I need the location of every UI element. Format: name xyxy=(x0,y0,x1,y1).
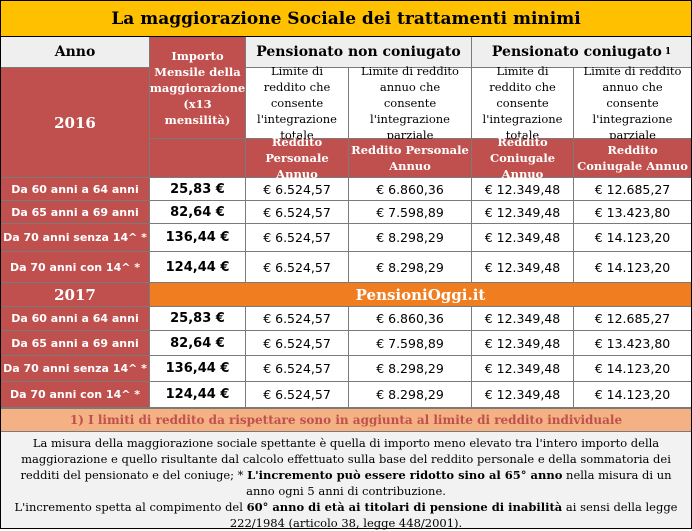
row-value: € 12.349,48 xyxy=(472,307,574,331)
notes-p1-bold: L'incremento può essere ridotto sino al … xyxy=(247,468,563,482)
row-importo: 136,44 € xyxy=(150,356,246,382)
notes-p2-bold: 60° anno di età ai titolari di pensione … xyxy=(246,500,563,514)
row-value: € 14.123,20 xyxy=(574,356,691,382)
notes-p1: La misura della maggiorazione sociale sp… xyxy=(20,436,671,482)
row-label: Da 70 anni con 14^ * xyxy=(1,382,150,408)
row-label: Da 60 anni a 64 anni xyxy=(1,178,150,201)
notes-block: La misura della maggiorazione sociale sp… xyxy=(1,432,691,530)
header-reddito-personale-2: Reddito Personale Annuo xyxy=(349,139,472,178)
header-reddito-coniugale-1: Reddito Coniugale Annuo xyxy=(472,135,574,181)
row-value: € 6.524,57 xyxy=(246,382,349,408)
header-importo-blank xyxy=(150,139,246,178)
row-value: € 7.598,89 xyxy=(349,201,472,224)
row-value: € 12.349,48 xyxy=(472,201,574,224)
row-value: € 13.423,80 xyxy=(574,331,691,356)
row-value: € 8.298,29 xyxy=(349,356,472,382)
row-label: Da 65 anni a 69 anni xyxy=(1,331,150,356)
header-coniugato-text: Pensionato coniugato xyxy=(491,44,662,60)
row-value: € 8.298,29 xyxy=(349,382,472,408)
row-value: € 8.298,29 xyxy=(349,224,472,252)
header-anno: Anno xyxy=(1,37,150,68)
header-limite-parziale-2: Limite di reddito annuo che consente l'i… xyxy=(574,64,691,142)
row-label: Da 60 anni a 64 anni xyxy=(1,307,150,331)
row-label: Da 70 anni senza 14^ * xyxy=(1,224,150,252)
row-value: € 12.685,27 xyxy=(574,307,691,331)
header-reddito-coniugale-2: Reddito Coniugale Annuo xyxy=(574,139,691,178)
header-importo: Importo Mensile della maggiorazione (x13… xyxy=(150,37,246,139)
row-value: € 8.298,29 xyxy=(349,252,472,283)
header-non-coniugato: Pensionato non coniugato xyxy=(246,37,472,68)
row-value: € 12.349,48 xyxy=(472,224,574,252)
row-value: € 12.685,27 xyxy=(574,178,691,201)
header-limite-parziale-1: Limite di reddito annuo che consente l'i… xyxy=(349,64,472,142)
row-value: € 12.349,48 xyxy=(472,356,574,382)
row-value: € 14.123,20 xyxy=(574,382,691,408)
row-value: € 6.524,57 xyxy=(246,356,349,382)
row-value: € 14.123,20 xyxy=(574,252,691,283)
header-reddito-personale-1: Reddito Personale Annuo xyxy=(246,135,349,181)
row-value: € 12.349,48 xyxy=(472,178,574,201)
row-value: € 6.524,57 xyxy=(246,252,349,283)
year-2016-label: 2016 xyxy=(1,68,150,178)
header-limite-totale-2: Limite di reddito che consente l'integra… xyxy=(472,64,574,142)
row-label: Da 70 anni senza 14^ * xyxy=(1,356,150,382)
row-importo: 124,44 € xyxy=(150,252,246,283)
year-2017-label: 2017 xyxy=(1,283,150,307)
header-coniugato-sup: 1 xyxy=(664,47,672,57)
notes-p1-tail: nella misura di un anno ogni 5 anni di c… xyxy=(246,468,672,498)
row-value: € 7.598,89 xyxy=(349,331,472,356)
row-label: Da 65 anni a 69 anni xyxy=(1,201,150,224)
row-value: € 6.524,57 xyxy=(246,178,349,201)
row-value: € 13.423,80 xyxy=(574,201,691,224)
row-importo: 124,44 € xyxy=(150,382,246,408)
row-importo: 136,44 € xyxy=(150,224,246,252)
header-limite-totale-1: Limite di reddito che consente l'integra… xyxy=(246,64,349,142)
header-coniugato: Pensionato coniugato 1 xyxy=(472,37,691,68)
row-value: € 6.524,57 xyxy=(246,307,349,331)
row-importo: 82,64 € xyxy=(150,201,246,224)
notes-p2: L'incremento spetta al compimento del xyxy=(14,500,247,514)
row-value: € 12.349,48 xyxy=(472,252,574,283)
row-value: € 6.860,36 xyxy=(349,307,472,331)
row-value: € 12.349,48 xyxy=(472,382,574,408)
footnote-bar: 1) I limiti di reddito da rispettare son… xyxy=(1,408,691,432)
row-importo: 82,64 € xyxy=(150,331,246,356)
row-value: € 6.524,57 xyxy=(246,201,349,224)
row-value: € 12.349,48 xyxy=(472,331,574,356)
row-importo: 25,83 € xyxy=(150,307,246,331)
row-value: € 6.524,57 xyxy=(246,331,349,356)
notes-p2-tail: ai sensi della legge 222/1984 (articolo … xyxy=(229,500,678,530)
row-label: Da 70 anni con 14^ * xyxy=(1,252,150,283)
row-value: € 6.524,57 xyxy=(246,224,349,252)
page-title: La maggiorazione Sociale dei trattamenti… xyxy=(1,1,691,37)
row-value: € 14.123,20 xyxy=(574,224,691,252)
row-importo: 25,83 € xyxy=(150,178,246,201)
row-value: € 6.860,36 xyxy=(349,178,472,201)
brand-label: PensioniOggi.it xyxy=(150,283,691,307)
